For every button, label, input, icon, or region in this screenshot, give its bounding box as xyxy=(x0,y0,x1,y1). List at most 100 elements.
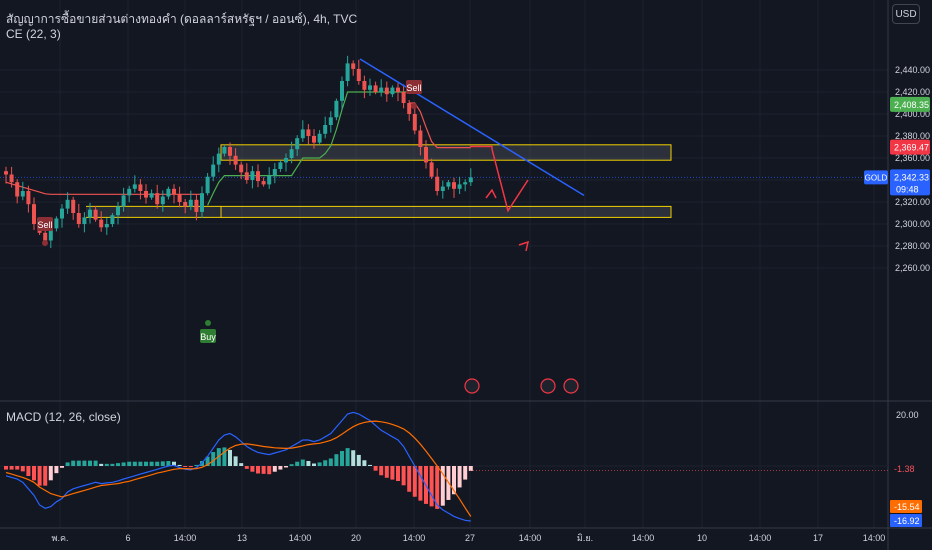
price-tick-label: 2,400.00 xyxy=(895,109,930,119)
macd-histogram-bar xyxy=(4,466,8,470)
price-tick-label: 2,380.00 xyxy=(895,131,930,141)
price-tick-label: 2,280.00 xyxy=(895,241,930,251)
buy-marker-dot xyxy=(205,320,211,326)
macd-histogram-bar xyxy=(284,466,288,468)
macd-legend[interactable]: MACD (12, 26, close) xyxy=(6,410,121,424)
sell-marker-2-bg xyxy=(406,80,422,94)
macd-histogram-bar xyxy=(99,463,104,466)
price-tick-label: 2,440.00 xyxy=(895,65,930,75)
candle-body xyxy=(468,177,473,183)
candle-body xyxy=(149,193,154,198)
sell-marker-2: Sell xyxy=(406,83,421,93)
candle-body xyxy=(93,209,98,220)
zone-2 xyxy=(220,205,672,218)
macd-histogram-bar xyxy=(60,466,64,468)
macd-histogram-bar xyxy=(160,461,165,466)
macd-value-label: -15.54 xyxy=(894,502,920,512)
candle-body xyxy=(323,125,328,134)
candle-body xyxy=(239,164,244,173)
candle-body xyxy=(200,193,204,212)
macd-histogram-bar xyxy=(244,466,249,469)
candle-body xyxy=(228,147,232,156)
sell-marker-2-dot xyxy=(411,103,417,109)
candle-body xyxy=(412,114,417,131)
candle-body xyxy=(160,196,165,205)
candle-body xyxy=(379,87,384,92)
currency-button[interactable]: USD xyxy=(892,4,920,24)
time-tick-label: 14:00 xyxy=(632,533,655,543)
candle-body xyxy=(110,215,115,224)
macd-histogram-bar xyxy=(401,466,406,486)
price-tick-label: 2,320.00 xyxy=(895,197,930,207)
time-tick-label: พ.ค. xyxy=(52,533,69,543)
candle-body xyxy=(334,100,339,118)
candle-body xyxy=(418,130,423,147)
candle-body xyxy=(172,188,176,195)
candle-body xyxy=(43,232,48,241)
macd-histogram-bar xyxy=(452,466,456,495)
time-tick-label: 17 xyxy=(813,533,823,543)
candle-body xyxy=(256,171,260,182)
candle-body xyxy=(65,199,70,209)
macd-histogram-bar xyxy=(272,466,277,472)
time-tick-label: 14:00 xyxy=(749,533,772,543)
zone-1 xyxy=(220,144,672,161)
time-tick-label: มิ.ย. xyxy=(577,533,593,543)
macd-histogram-bar xyxy=(211,452,216,466)
price-label-bg xyxy=(890,139,930,155)
macd-histogram-bar xyxy=(32,466,36,481)
macd-histogram-bar xyxy=(256,466,260,474)
macd-histogram-bar xyxy=(116,463,120,466)
candle-body xyxy=(261,181,266,185)
time-tick-label: 14:00 xyxy=(289,533,312,543)
macd-histogram-bar xyxy=(278,466,283,470)
macd-histogram-bar xyxy=(205,456,210,466)
candle-body xyxy=(15,182,20,197)
candle-body xyxy=(340,81,344,101)
candle-body xyxy=(312,136,316,143)
macd-histogram-bar xyxy=(48,466,53,481)
event-icon-1 xyxy=(464,378,480,394)
time-tick-label: 14:00 xyxy=(519,533,542,543)
price-tick-label: 2,260.00 xyxy=(895,263,930,273)
candle-body xyxy=(362,81,367,90)
macd-histogram-bar xyxy=(127,461,132,466)
candle-body xyxy=(138,184,143,191)
candle-body xyxy=(121,195,126,207)
candle-body xyxy=(373,85,378,92)
macd-histogram-bar xyxy=(138,461,143,466)
candle-body xyxy=(289,149,294,158)
macd-histogram-bar xyxy=(289,464,294,466)
buy-marker: Buy xyxy=(200,332,216,342)
macd-histogram-bar xyxy=(183,466,188,467)
candle-body xyxy=(155,193,160,205)
candle-body xyxy=(82,217,87,224)
candle-body xyxy=(116,206,120,216)
time-tick-label: 13 xyxy=(237,533,247,543)
candle-body xyxy=(463,182,468,185)
candle-body xyxy=(60,208,64,219)
macd-histogram-bar xyxy=(351,450,356,466)
macd-histogram-bar xyxy=(328,458,333,466)
macd-histogram-bar xyxy=(71,460,76,466)
macd-histogram-bar xyxy=(429,466,434,507)
macd-value-label: -1.38 xyxy=(894,464,915,474)
macd-histogram-bar xyxy=(368,464,372,466)
macd-histogram-bar xyxy=(435,466,440,509)
chart-title: สัญญาการซื้อขายส่วนต่างทองคำ (ดอลลาร์สหร… xyxy=(6,12,358,26)
macd-histogram-bar xyxy=(54,466,59,474)
candle-body xyxy=(351,63,356,69)
candle-body xyxy=(188,199,193,207)
macd-histogram-bar xyxy=(20,466,25,472)
macd-value-bg xyxy=(890,500,922,513)
macd-histogram-bar xyxy=(26,466,31,477)
macd-value-bg xyxy=(890,462,922,475)
indicator-legend[interactable]: CE (22, 3) xyxy=(6,27,61,41)
candle-body xyxy=(144,191,148,198)
candle-body xyxy=(317,133,322,143)
signal-line xyxy=(5,420,472,517)
macd-histogram-bar xyxy=(300,459,305,466)
candle-body xyxy=(424,147,428,163)
macd-histogram-bar xyxy=(172,461,176,466)
